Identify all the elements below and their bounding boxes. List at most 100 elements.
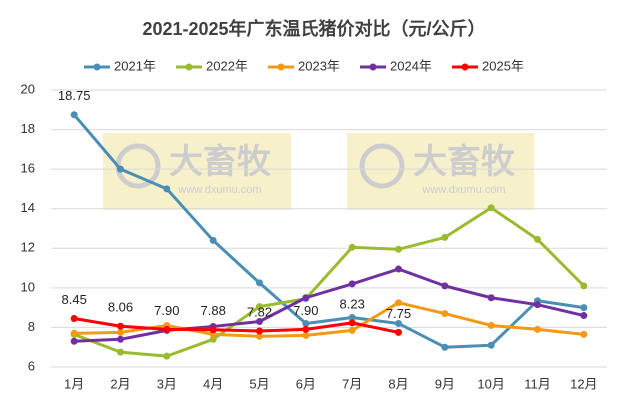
y-tick-label: 16: [21, 161, 35, 176]
data-point: [256, 279, 263, 287]
legend-label: 2023年: [298, 58, 340, 73]
data-point: [209, 236, 217, 244]
y-tick-label: 10: [21, 279, 35, 294]
data-point: [348, 314, 356, 322]
data-point: [163, 185, 171, 193]
y-tick-label: 6: [28, 358, 35, 373]
data-point: [256, 317, 263, 325]
data-point: [534, 235, 541, 243]
data-point: [70, 111, 78, 119]
data-point: [70, 329, 78, 337]
x-tick-label: 2月: [110, 376, 130, 391]
series-line: [74, 301, 584, 338]
x-tick-label: 9月: [435, 376, 455, 391]
data-point: [441, 282, 449, 290]
watermark-url: www.dxumu.com: [421, 184, 505, 196]
series-line: [74, 267, 585, 343]
data-point: [441, 310, 449, 318]
chart-title: 2021-2025年广东温氏猪价对比（元/公斤）: [142, 18, 485, 39]
x-tick-label: 1月: [64, 376, 84, 391]
data-point: [163, 325, 171, 333]
data-point: [348, 319, 356, 327]
x-tick-label: 5月: [249, 376, 269, 391]
y-tick-label: 14: [21, 200, 35, 215]
legend-marker: [185, 63, 193, 71]
data-point: [395, 328, 402, 336]
y-tick-label: 18: [21, 121, 35, 136]
series-line: [73, 206, 585, 358]
data-point: [163, 352, 171, 360]
data-point: [441, 233, 449, 241]
watermark-logo: [359, 143, 405, 189]
legend-marker: [277, 63, 285, 71]
data-point: [487, 294, 495, 302]
x-tick-label: 6月: [296, 376, 316, 391]
x-tick-label: 7月: [342, 376, 362, 391]
data-label: 8.45: [62, 292, 87, 307]
data-label: 7.88: [201, 303, 226, 318]
data-point: [534, 325, 541, 333]
data-point: [117, 165, 124, 173]
data-point: [117, 328, 124, 336]
series-line: [73, 113, 585, 349]
data-label: 8.23: [340, 296, 365, 311]
y-tick-label: 12: [21, 240, 35, 255]
data-point: [395, 265, 402, 273]
data-point: [395, 245, 402, 253]
data-point: [302, 319, 310, 327]
x-tick-label: 12月: [570, 376, 597, 391]
data-point: [487, 204, 495, 212]
x-tick-label: 3月: [157, 376, 177, 391]
data-point: [70, 315, 78, 323]
legend-marker: [93, 63, 101, 71]
data-point: [256, 327, 263, 335]
data-label: 7.75: [386, 306, 411, 321]
data-point: [302, 294, 310, 302]
data-label: 7.90: [154, 303, 179, 318]
legend-label: 2021年: [114, 58, 156, 73]
x-tick-label: 11月: [524, 376, 551, 391]
data-point: [117, 322, 124, 330]
data-point: [348, 326, 356, 334]
data-point: [441, 343, 449, 351]
x-tick-label: 10月: [477, 376, 504, 391]
data-point: [580, 330, 588, 338]
legend-marker: [461, 63, 469, 71]
legend-marker: [369, 63, 377, 71]
legend-label: 2022年: [206, 58, 248, 73]
data-point: [580, 304, 588, 312]
y-tick-label: 8: [28, 319, 35, 334]
data-point: [209, 335, 217, 343]
x-tick-label: 4月: [203, 376, 223, 391]
data-point: [302, 325, 310, 333]
data-label: 18.75: [58, 88, 91, 103]
data-point: [70, 337, 78, 345]
data-point: [117, 335, 124, 343]
data-point: [487, 321, 495, 329]
data-point: [256, 303, 263, 311]
data-label: 8.06: [108, 300, 133, 315]
data-point: [580, 282, 588, 290]
x-tick-label: 8月: [388, 376, 408, 391]
watermark-url: www.dxumu.com: [177, 184, 261, 196]
data-point: [348, 243, 356, 251]
data-label: 7.82: [247, 304, 272, 319]
watermark-brand: 大畜牧: [169, 142, 272, 181]
data-point: [302, 331, 310, 339]
data-point: [256, 332, 263, 340]
data-point: [534, 301, 541, 309]
data-point: [348, 280, 356, 288]
data-point: [487, 341, 495, 349]
data-point: [395, 319, 402, 327]
data-point: [395, 299, 402, 307]
series-line: [73, 317, 399, 334]
legend-label: 2025年: [482, 58, 524, 73]
data-point: [209, 326, 217, 334]
legend-label: 2024年: [390, 58, 432, 73]
watermark: 大畜牧 大畜牧 www.dxumu.com www.dxumu.com: [103, 133, 534, 210]
y-tick-label: 20: [21, 81, 35, 96]
data-label: 7.90: [293, 303, 318, 318]
data-point: [580, 312, 588, 320]
data-point: [117, 348, 124, 356]
